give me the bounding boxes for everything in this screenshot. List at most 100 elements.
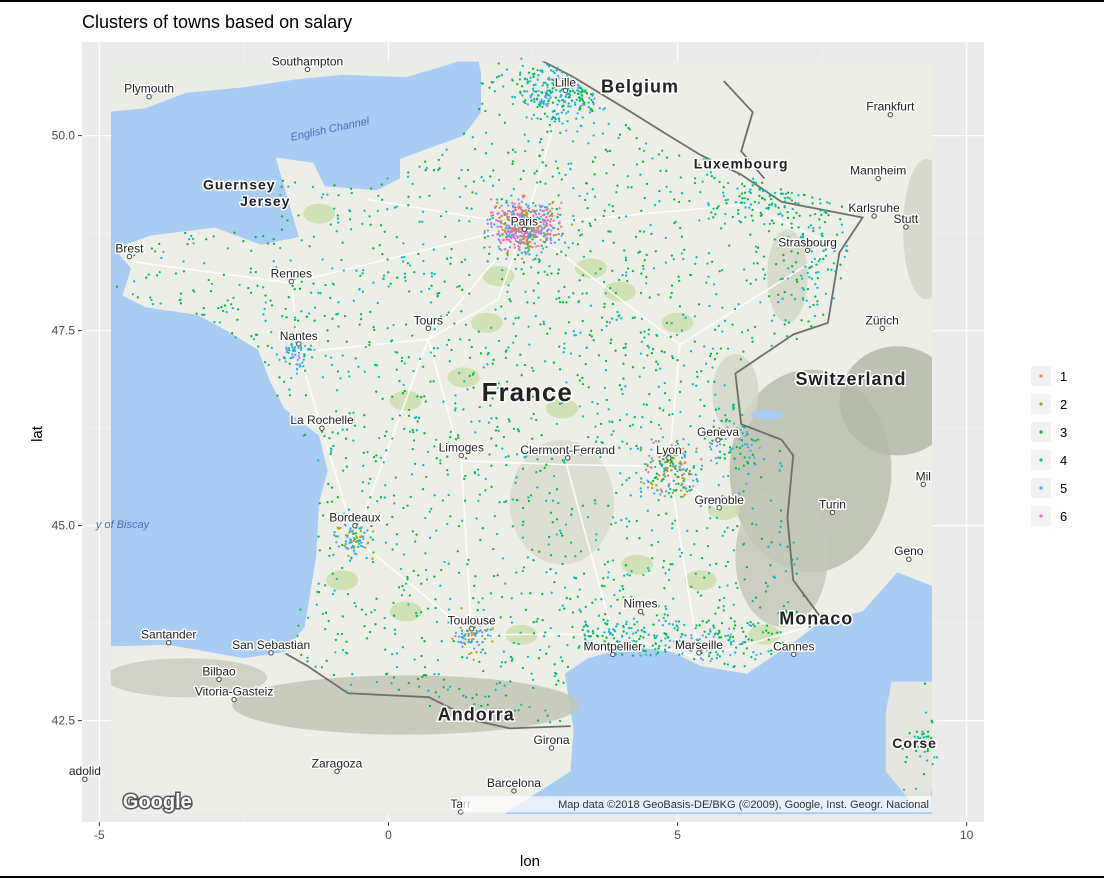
data-point-cluster-3 — [767, 638, 770, 641]
data-point-cluster-3 — [297, 624, 300, 627]
data-point-cluster-5 — [542, 223, 545, 226]
data-point-cluster-5 — [540, 232, 543, 235]
data-point-cluster-2 — [688, 472, 691, 475]
data-point-cluster-4 — [812, 227, 815, 230]
data-point-cluster-3 — [421, 487, 425, 491]
data-point-cluster-4 — [567, 87, 570, 90]
x-tick-label: 10 — [960, 828, 974, 842]
data-point-cluster-3 — [531, 437, 534, 440]
data-point-cluster-3 — [462, 694, 465, 697]
data-point-cluster-4 — [635, 163, 639, 166]
data-point-cluster-6 — [510, 201, 514, 205]
data-point-cluster-5 — [344, 542, 348, 546]
data-point-cluster-3 — [236, 318, 239, 321]
data-point-cluster-4 — [493, 90, 496, 93]
data-point-cluster-3 — [423, 640, 426, 643]
data-point-cluster-3 — [424, 400, 427, 403]
data-point-cluster-3 — [726, 560, 730, 564]
data-point-cluster-4 — [449, 597, 452, 601]
data-point-cluster-4 — [777, 300, 780, 304]
data-point-cluster-4 — [187, 237, 191, 241]
data-point-cluster-3 — [420, 582, 423, 585]
data-point-cluster-3 — [421, 675, 424, 678]
data-point-cluster-4 — [768, 203, 771, 206]
data-point-cluster-3 — [709, 651, 712, 654]
data-point-cluster-4 — [708, 506, 711, 509]
data-point-cluster-3 — [638, 230, 642, 233]
data-point-cluster-3 — [481, 648, 484, 651]
data-point-cluster-4 — [787, 235, 790, 239]
data-point-cluster-4 — [715, 516, 719, 520]
data-point-cluster-2 — [663, 456, 667, 459]
data-point-cluster-3 — [430, 284, 433, 287]
data-point-cluster-3 — [372, 551, 375, 554]
data-point-cluster-2 — [529, 245, 532, 248]
data-point-cluster-3 — [760, 213, 763, 216]
data-point-cluster-4 — [608, 203, 611, 206]
data-point-cluster-4 — [471, 136, 474, 139]
google-logo: Google — [123, 791, 192, 813]
map-label-4: Frankfurt — [866, 100, 915, 114]
data-point-cluster-3 — [777, 206, 780, 209]
data-point-cluster-3 — [728, 432, 731, 436]
city-marker — [469, 625, 475, 632]
data-point-cluster-3 — [584, 637, 587, 641]
data-point-cluster-4 — [625, 517, 628, 520]
data-point-cluster-3 — [450, 247, 453, 251]
data-point-cluster-1 — [505, 238, 508, 241]
data-point-cluster-4 — [536, 617, 539, 621]
data-point-cluster-1 — [535, 209, 538, 212]
data-point-cluster-5 — [472, 632, 475, 635]
data-point-cluster-3 — [504, 694, 508, 697]
data-point-cluster-3 — [713, 176, 716, 180]
data-point-cluster-1 — [497, 230, 500, 233]
data-point-cluster-4 — [647, 569, 651, 572]
data-point-cluster-4 — [711, 347, 715, 350]
data-point-cluster-5 — [708, 628, 712, 631]
data-point-cluster-4 — [360, 544, 363, 548]
data-point-cluster-3 — [742, 464, 746, 467]
data-point-cluster-4 — [617, 315, 620, 318]
data-point-cluster-3 — [590, 335, 593, 338]
map-label-9: Jersey — [240, 193, 290, 209]
legend-swatch-4 — [1039, 458, 1043, 462]
data-point-cluster-3 — [558, 719, 562, 723]
data-point-cluster-4 — [816, 303, 819, 306]
data-point-cluster-3 — [773, 195, 776, 198]
data-point-cluster-3 — [372, 247, 375, 250]
data-point-cluster-3 — [622, 630, 625, 633]
data-point-cluster-1 — [540, 230, 543, 233]
data-point-cluster-3 — [749, 282, 752, 285]
data-point-cluster-4 — [606, 619, 609, 622]
map-attribution: Map data ©2018 GeoBasis-DE/BKG (©2009), … — [558, 799, 929, 811]
data-point-cluster-4 — [668, 622, 671, 626]
data-point-cluster-3 — [442, 686, 445, 689]
legend-label-6: 6 — [1060, 509, 1067, 524]
data-point-cluster-3 — [751, 219, 755, 222]
data-point-cluster-3 — [471, 697, 474, 700]
data-point-cluster-5 — [464, 638, 467, 641]
data-point-cluster-4 — [670, 355, 674, 358]
data-point-cluster-5 — [661, 436, 665, 439]
data-point-cluster-3 — [457, 524, 461, 528]
data-point-cluster-3 — [715, 562, 718, 565]
data-point-cluster-3 — [717, 205, 720, 208]
data-point-cluster-3 — [446, 441, 450, 444]
data-point-cluster-3 — [332, 444, 335, 448]
data-point-cluster-3 — [406, 262, 410, 265]
data-point-cluster-3 — [233, 231, 236, 234]
data-point-cluster-3 — [676, 629, 679, 632]
data-point-cluster-2 — [551, 201, 554, 204]
data-point-cluster-4 — [149, 296, 152, 299]
data-point-cluster-2 — [491, 627, 494, 630]
data-point-cluster-4 — [511, 95, 514, 99]
data-point-cluster-4 — [317, 291, 320, 295]
data-point-cluster-5 — [508, 235, 512, 239]
data-point-cluster-4 — [342, 269, 345, 272]
data-point-cluster-3 — [564, 332, 567, 335]
data-point-cluster-3 — [710, 211, 713, 214]
data-point-cluster-4 — [651, 157, 654, 160]
map-label-19: France — [482, 377, 573, 407]
data-point-cluster-5 — [505, 233, 508, 236]
data-point-cluster-3 — [528, 400, 531, 403]
